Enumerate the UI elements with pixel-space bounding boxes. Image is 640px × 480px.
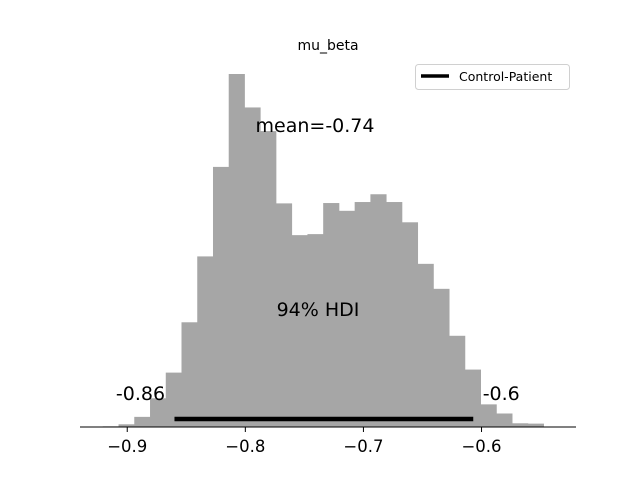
- histogram-bar: [323, 203, 340, 427]
- histogram-bar: [449, 335, 466, 427]
- hdi-group: -0.86 -0.6 94% HDI: [116, 299, 520, 422]
- legend: Control-Patient: [415, 64, 570, 90]
- histogram-bar: [386, 202, 403, 427]
- histogram-bar: [260, 131, 277, 427]
- histogram-bar: [401, 222, 419, 427]
- histogram-bar: [496, 413, 513, 427]
- hdi-high-label: -0.6: [483, 383, 520, 405]
- mean-label: mean=-0.74: [256, 115, 375, 137]
- histogram-bar: [307, 234, 324, 427]
- histogram-bar: [197, 256, 214, 427]
- hdi-label: 94% HDI: [277, 299, 360, 321]
- histogram-bar: [244, 107, 261, 427]
- histogram-bar: [150, 398, 167, 427]
- histogram-bar: [181, 322, 198, 427]
- histogram-bar: [354, 202, 371, 427]
- legend-box: [415, 64, 570, 90]
- histogram-bar: [512, 423, 529, 427]
- hdi-low-label: -0.86: [116, 383, 165, 405]
- histogram-bar: [134, 416, 151, 427]
- histogram-bar: [464, 369, 482, 427]
- x-tick-label: −0.6: [461, 437, 501, 456]
- histogram-bar: [212, 166, 230, 428]
- histogram-bar: [480, 404, 497, 427]
- histogram-bars: [102, 74, 544, 428]
- histogram-bar: [527, 423, 544, 427]
- histogram-bar: [338, 210, 356, 427]
- legend-label: Control-Patient: [459, 69, 552, 84]
- x-tick-label: −0.9: [107, 437, 147, 456]
- x-axis-ticks: −0.9 −0.8 −0.7 −0.6: [107, 427, 502, 456]
- histogram-bar: [433, 288, 450, 427]
- x-tick-label: −0.7: [343, 437, 383, 456]
- histogram-bar: [118, 424, 135, 427]
- histogram-bar: [228, 74, 245, 427]
- histogram-bar: [370, 194, 387, 427]
- chart-title: mu_beta: [297, 38, 358, 54]
- histogram-bar: [417, 263, 434, 427]
- histogram-bar: [291, 235, 308, 427]
- histogram-bar: [275, 203, 293, 427]
- x-tick-label: −0.8: [225, 437, 265, 456]
- histogram-bar: [165, 372, 182, 427]
